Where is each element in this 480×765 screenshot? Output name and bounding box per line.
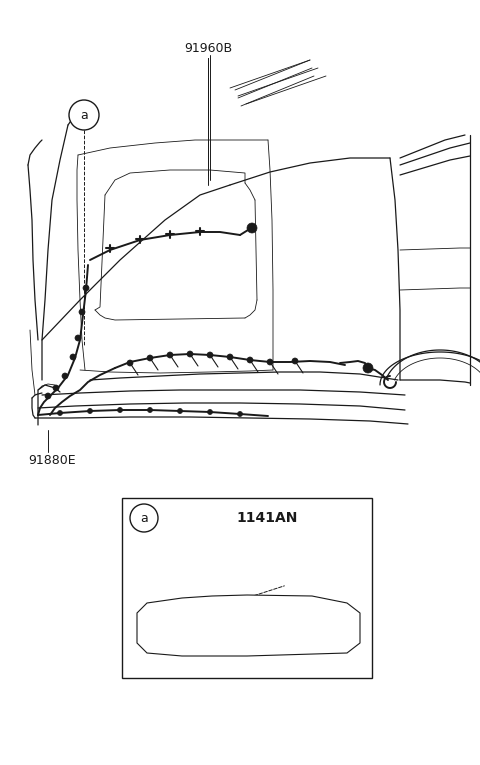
Circle shape: [70, 354, 76, 360]
Circle shape: [207, 352, 213, 358]
Circle shape: [247, 223, 257, 233]
Circle shape: [127, 360, 133, 366]
Circle shape: [83, 285, 89, 291]
Text: 91960B: 91960B: [184, 41, 232, 54]
Text: 1141AN: 1141AN: [236, 511, 298, 525]
Circle shape: [363, 363, 373, 373]
Circle shape: [292, 358, 298, 364]
Circle shape: [267, 359, 273, 365]
Circle shape: [178, 409, 182, 414]
Circle shape: [167, 352, 173, 358]
Circle shape: [45, 393, 51, 399]
Circle shape: [227, 354, 233, 360]
Circle shape: [62, 373, 68, 379]
Circle shape: [130, 504, 158, 532]
Text: a: a: [140, 512, 148, 525]
Circle shape: [75, 335, 81, 341]
Circle shape: [58, 411, 62, 415]
Circle shape: [238, 412, 242, 416]
Circle shape: [69, 100, 99, 130]
Circle shape: [118, 408, 122, 412]
Text: 91880E: 91880E: [28, 454, 76, 467]
Circle shape: [247, 357, 253, 363]
Circle shape: [147, 355, 153, 361]
Circle shape: [187, 351, 193, 357]
Circle shape: [53, 385, 59, 391]
Bar: [122, 498, 372, 678]
Text: a: a: [80, 109, 88, 122]
Circle shape: [147, 408, 153, 412]
Polygon shape: [137, 595, 360, 656]
Circle shape: [79, 309, 85, 315]
Circle shape: [87, 409, 93, 414]
Circle shape: [207, 409, 213, 415]
